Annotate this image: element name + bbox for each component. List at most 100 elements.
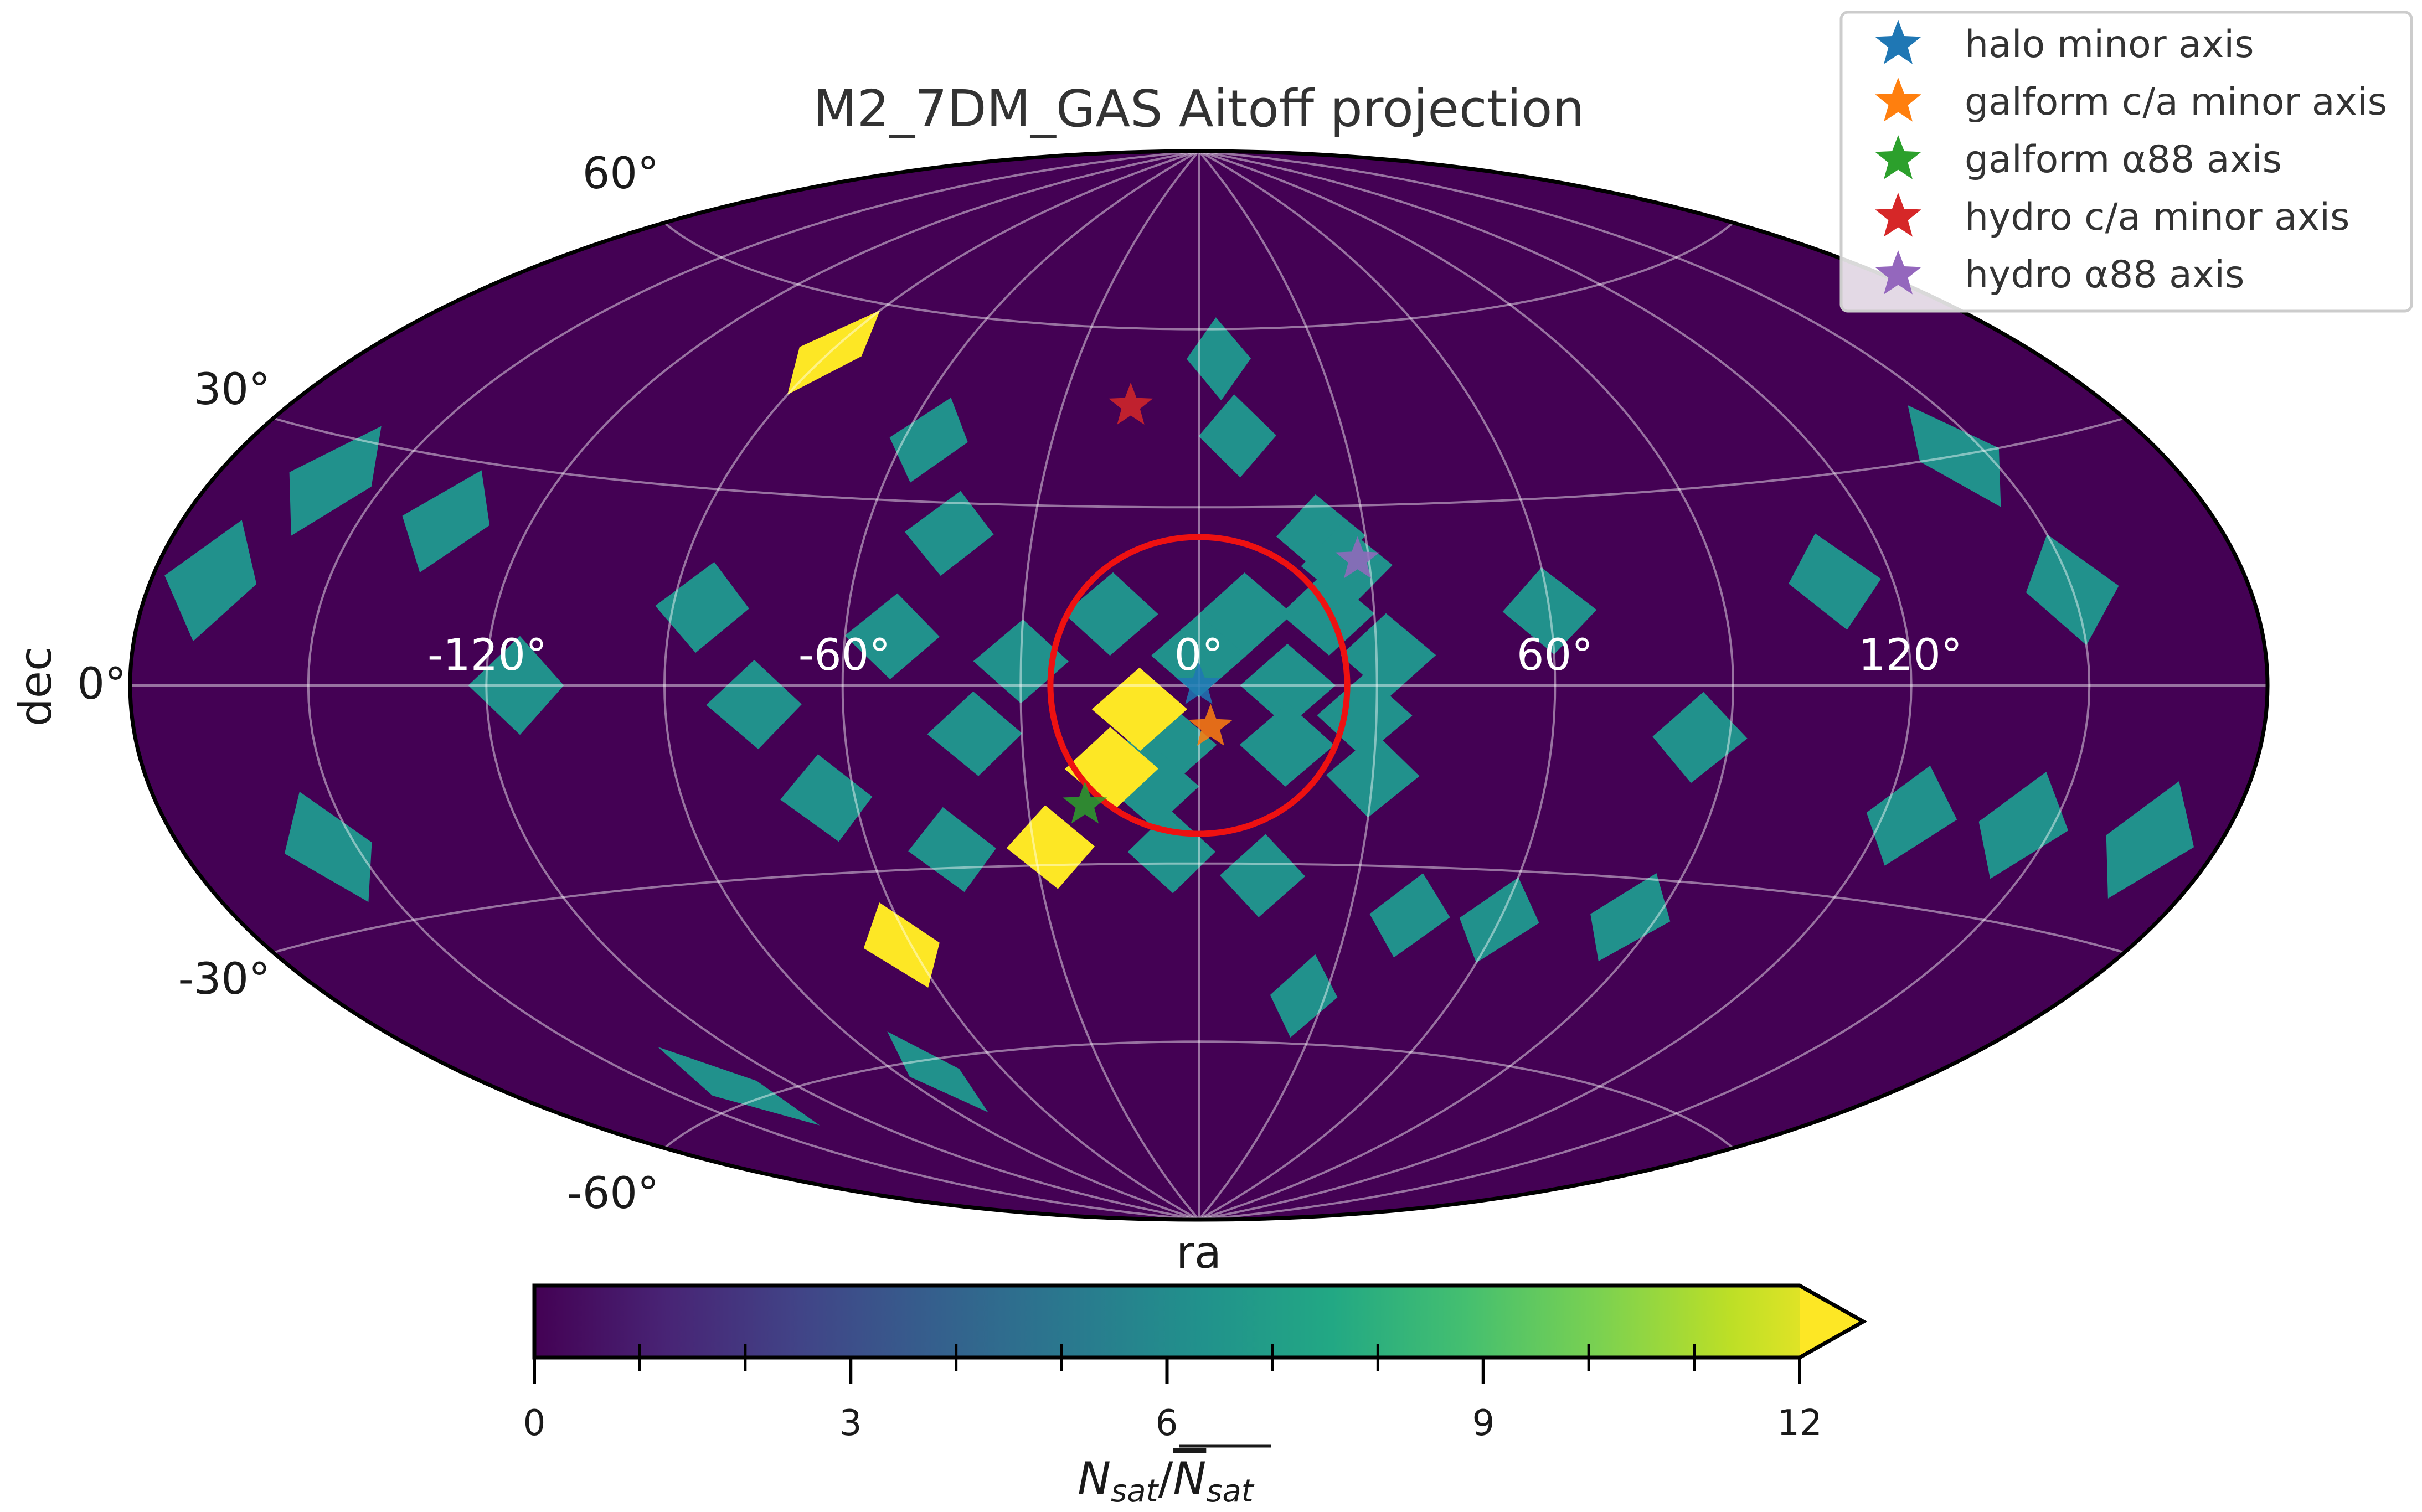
parallel-line [273, 417, 2125, 509]
heatmap-cell [863, 902, 940, 988]
ytick-label: 60° [583, 149, 659, 199]
meridian-line [1198, 151, 1735, 1220]
heatmap-cell [1459, 877, 1539, 963]
xtick-label: 60° [1517, 631, 1593, 680]
parallel-line [663, 1040, 1734, 1149]
star-marker [1063, 781, 1107, 824]
parallel-line [273, 862, 2125, 954]
heatmap-cell [1908, 405, 2001, 507]
plot-border [128, 149, 2270, 1222]
heatmap-cell [1006, 805, 1095, 889]
heatmap-cell [706, 659, 802, 750]
xtick-label: -120° [427, 631, 547, 680]
star-marker [1188, 704, 1233, 746]
legend-label: hydro c/a minor axis [1965, 195, 2349, 239]
heatmap-cell [657, 1047, 820, 1126]
legend-star-icon [1875, 250, 1921, 295]
star-marker [1109, 382, 1153, 425]
heatmap-cell [1326, 733, 1420, 818]
legend-star-icon [1875, 78, 1921, 122]
heatmap-cell [787, 310, 880, 395]
legend-star-icon [1875, 135, 1921, 179]
meridian-line [1198, 151, 1557, 1220]
meridian-line [307, 151, 1199, 1220]
heatmap-cell [780, 754, 873, 842]
heatmap-cell [2106, 781, 2194, 899]
heatmap-cells [164, 310, 2194, 1126]
axis-markers [1063, 382, 1380, 824]
legend-label: hydro α88 axis [1965, 253, 2244, 297]
parallel-line [663, 221, 1734, 331]
heatmap-cell [1198, 572, 1293, 656]
colorbar-tick-label: 12 [1777, 1403, 1822, 1444]
legend-star-icon [1875, 20, 1921, 64]
heatmap-cell [1866, 765, 1957, 866]
meridian-line [663, 151, 1199, 1220]
heatmap-cell [1341, 613, 1436, 698]
heatmap-cell [889, 398, 968, 483]
x-axis-label: ra [1176, 1227, 1222, 1278]
colorbar-ticks [533, 1344, 1801, 1384]
legend-label: halo minor axis [1965, 23, 2254, 66]
meridian-line [841, 151, 1199, 1220]
colorbar-outline [532, 1283, 1868, 1360]
heatmap-cell [1652, 692, 1748, 783]
heatmap-cell [655, 562, 749, 653]
heatmap-cell [1270, 954, 1338, 1038]
ytick-label: 30° [194, 365, 270, 415]
heatmap-cell [1198, 394, 1276, 478]
heatmap-cell [973, 619, 1069, 704]
heatmap-cell [927, 691, 1022, 776]
heatmap-cell [2026, 534, 2119, 646]
legend: halo minor axis galform c/a minor axis g… [1839, 11, 2413, 313]
y-axis-label: dec [10, 647, 61, 726]
legend-label: galform c/a minor axis [1965, 80, 2387, 124]
heatmap-cell [284, 792, 372, 902]
legend-star-icon [1875, 193, 1921, 237]
xtick-label: -60° [798, 631, 890, 680]
heatmap-cell [1064, 727, 1158, 811]
heatmap-cell [1239, 703, 1334, 787]
ytick-label: 0° [77, 659, 126, 709]
meridian-line [485, 151, 1199, 1220]
ytick-label: -60° [567, 1169, 659, 1219]
xtick-label: 0° [1174, 631, 1224, 680]
heatmap-cell [1064, 572, 1158, 656]
meridian-line [1019, 151, 1200, 1220]
heatmap-cell [1240, 643, 1336, 727]
colorbar-tick-label: 9 [1472, 1403, 1495, 1444]
colorbar-tick-label: 3 [839, 1403, 862, 1444]
chart-title: M2_7DM_GAS Aitoff projection [813, 79, 1584, 138]
colorbar-label-sub: sat [1111, 1473, 1159, 1509]
xtick-label: 120° [1858, 631, 1962, 680]
heatmap-cell [904, 491, 994, 576]
circle-outline [1047, 534, 1351, 837]
heatmap-cell [402, 470, 490, 572]
star-marker [1335, 536, 1380, 579]
heatmap-cell [1187, 317, 1251, 401]
meridian-line [1198, 151, 1378, 1220]
colorbar-label: Nsat/Nsat [1078, 1453, 1255, 1509]
legend-box [1839, 11, 2413, 313]
heatmap-cell [844, 593, 940, 679]
heatmap-cell [1502, 567, 1597, 654]
heatmap-cell [468, 636, 564, 735]
colorbar: 0 3 6 9 12 Nsat/Nsat [523, 1283, 1868, 1509]
colorbar-label-main: N [1078, 1453, 1111, 1504]
legend-label: galform α88 axis [1965, 138, 2282, 182]
colorbar-tick-label: 6 [1156, 1403, 1178, 1444]
heatmap-cell [1369, 873, 1450, 958]
star-marker [1177, 662, 1221, 704]
ytick-label: -30° [178, 954, 270, 1004]
heatmap-cell [1301, 524, 1393, 608]
heatmap-cell [1219, 834, 1306, 917]
colorbar-label-mean: N [1173, 1453, 1206, 1504]
heatmap-cell [1590, 873, 1671, 962]
heatmap-cell [1789, 533, 1881, 630]
colorbar-label-mean-sub: sat [1206, 1473, 1254, 1509]
heatmap-cell [1127, 810, 1216, 894]
colorbar-extend-cap [1800, 1286, 1863, 1358]
colorbar-fill [534, 1286, 1863, 1358]
colorbar-label-sep: / [1158, 1453, 1173, 1504]
colorbar-tick-label: 0 [523, 1403, 546, 1444]
